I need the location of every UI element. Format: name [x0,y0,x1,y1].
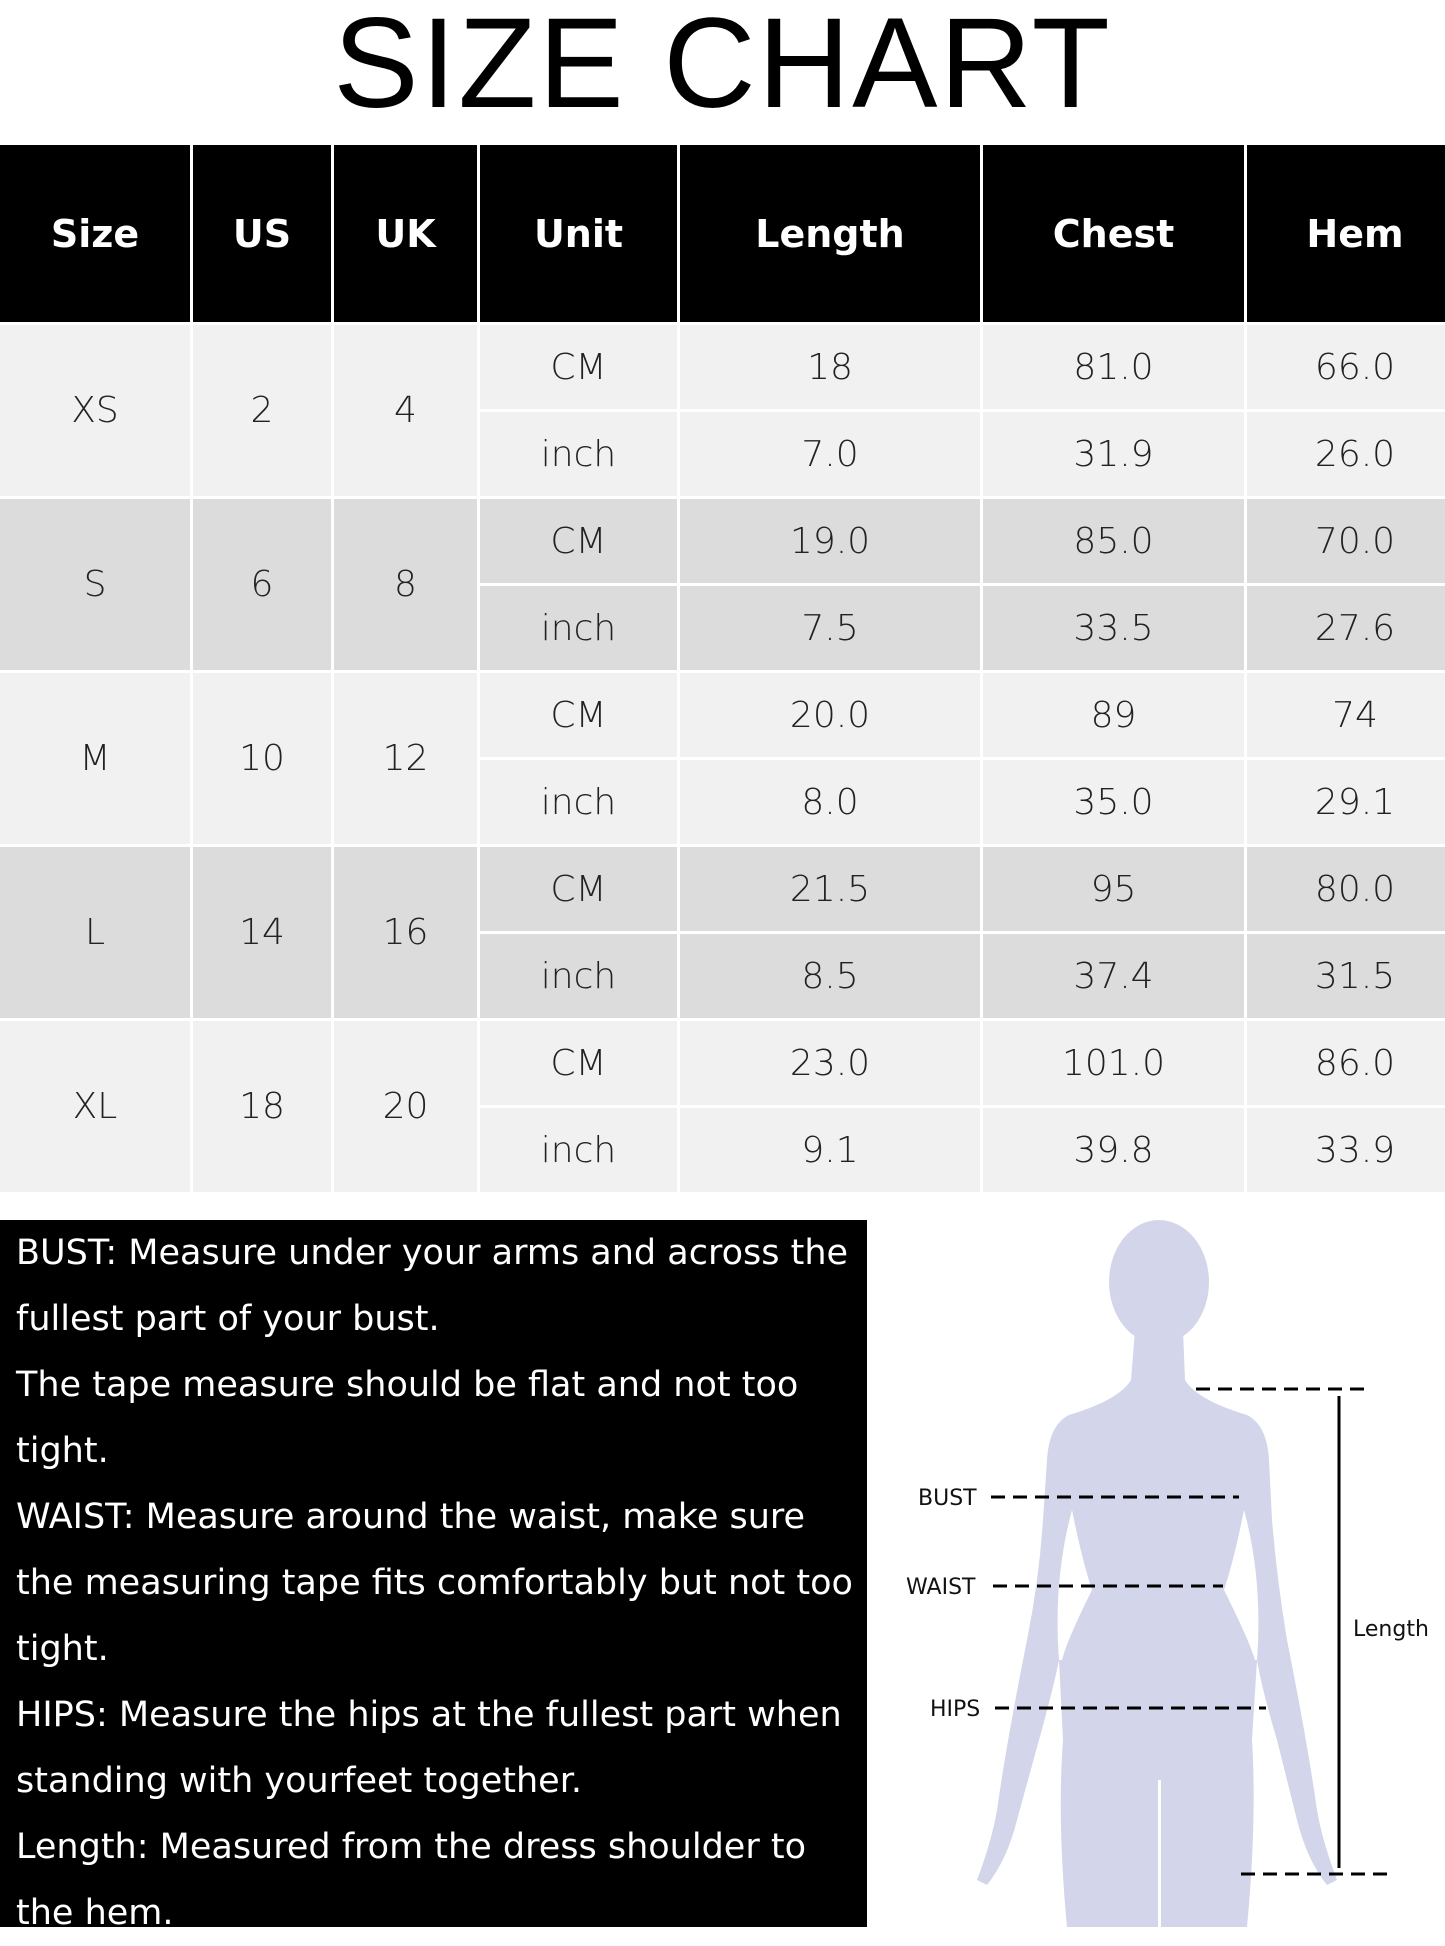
cell-hem: 66.0 [1247,325,1445,409]
cell-chest: 37.4 [983,934,1244,1018]
cell-size: M [0,673,190,844]
cell-unit: inch [480,760,677,844]
cell-unit: CM [480,1021,677,1105]
length-label: Length [1353,1617,1429,1642]
note-waist: WAIST: Measure around the waist, make su… [16,1497,853,1669]
cell-length: 18 [680,325,980,409]
cell-hem: 86.0 [1247,1021,1445,1105]
table-row: M 10 12 CM 20.0 89 74 [0,673,1445,844]
cell-us: 10 [193,673,331,844]
cell-chest: 89 [983,673,1244,757]
cell-unit: CM [480,499,677,583]
table-row: inch 7.0 31.9 26.0 [0,412,1445,496]
cell-size: XL [0,1021,190,1192]
cell-chest: 39.8 [983,1108,1244,1192]
cell-length: 21.5 [680,847,980,931]
cell-length: 7.5 [680,586,980,670]
cell-length: 19.0 [680,499,980,583]
cell-unit: CM [480,673,677,757]
cell-chest: 33.5 [983,586,1244,670]
cell-us: 2 [193,325,331,496]
header-size: Size [0,145,190,322]
cell-chest: 85.0 [983,499,1244,583]
cell-chest: 95 [983,847,1244,931]
cell-us: 6 [193,499,331,670]
measurement-notes: BUST: Measure under your arms and across… [0,1220,867,1933]
cell-chest: 35.0 [983,760,1244,844]
cell-unit: inch [480,934,677,1018]
cell-hem: 29.1 [1247,760,1445,844]
cell-us: 18 [193,1021,331,1192]
size-table: Size US UK Unit Length Chest Hem XS 2 4 CM 1… [0,142,1445,1195]
cell-size: L [0,847,190,1018]
table-row: L 14 16 CM 21.5 95 80.0 [0,847,1445,1018]
waist-label: WAIST [906,1575,976,1600]
header-row: Size US UK Unit Length Chest Hem [0,145,1445,322]
header-uk: UK [334,145,477,322]
cell-chest: 31.9 [983,412,1244,496]
cell-hem: 33.9 [1247,1108,1445,1192]
table-row: inch 9.1 39.8 33.9 [0,1108,1445,1192]
note-tape: The tape measure should be flat and not … [16,1365,799,1471]
cell-length: 9.1 [680,1108,980,1192]
header-us: US [193,145,331,322]
note-hips: HIPS: Measure the hips at the fullest pa… [16,1695,842,1801]
cell-chest: 101.0 [983,1021,1244,1105]
cell-length: 23.0 [680,1021,980,1105]
cell-uk: 20 [334,1021,477,1192]
cell-hem: 26.0 [1247,412,1445,496]
header-hem: Hem [1247,145,1445,322]
cell-uk: 16 [334,847,477,1018]
table-row: XS 2 4 CM 18 81.0 66.0 [0,325,1445,496]
table-row: inch 7.5 33.5 27.6 [0,586,1445,670]
cell-hem: 27.6 [1247,586,1445,670]
cell-uk: 8 [334,499,477,670]
cell-unit: inch [480,412,677,496]
note-length: Length: Measured from the dress shoulder… [16,1827,806,1933]
cell-length: 8.0 [680,760,980,844]
hips-label: HIPS [930,1697,980,1722]
table-row: XL 18 20 CM 23.0 101.0 86.0 [0,1021,1445,1192]
cell-size: S [0,499,190,670]
body-silhouette-icon: BUST WAIST HIPS Length [906,1220,1429,1927]
cell-hem: 74 [1247,673,1445,757]
header-unit: Unit [480,145,677,322]
cell-chest: 81.0 [983,325,1244,409]
header-chest: Chest [983,145,1244,322]
table-row: inch 8.5 37.4 31.5 [0,934,1445,1018]
cell-length: 7.0 [680,412,980,496]
cell-unit: inch [480,1108,677,1192]
table-row: inch 8.0 35.0 29.1 [0,760,1445,844]
cell-length: 20.0 [680,673,980,757]
table-row: S 6 8 CM 19.0 85.0 70.0 [0,499,1445,670]
cell-uk: 12 [334,673,477,844]
cell-hem: 70.0 [1247,499,1445,583]
header-length: Length [680,145,980,322]
cell-unit: CM [480,325,677,409]
cell-hem: 31.5 [1247,934,1445,1018]
cell-unit: CM [480,847,677,931]
note-bust: BUST: Measure under your arms and across… [16,1233,849,1339]
cell-uk: 4 [334,325,477,496]
cell-unit: inch [480,586,677,670]
cell-us: 14 [193,847,331,1018]
cell-size: XS [0,325,190,496]
bust-label: BUST [918,1486,977,1511]
page-title: SIZE CHART [333,0,1112,135]
cell-hem: 80.0 [1247,847,1445,931]
measurement-figure: BUST WAIST HIPS Length [867,1220,1445,1927]
cell-length: 8.5 [680,934,980,1018]
